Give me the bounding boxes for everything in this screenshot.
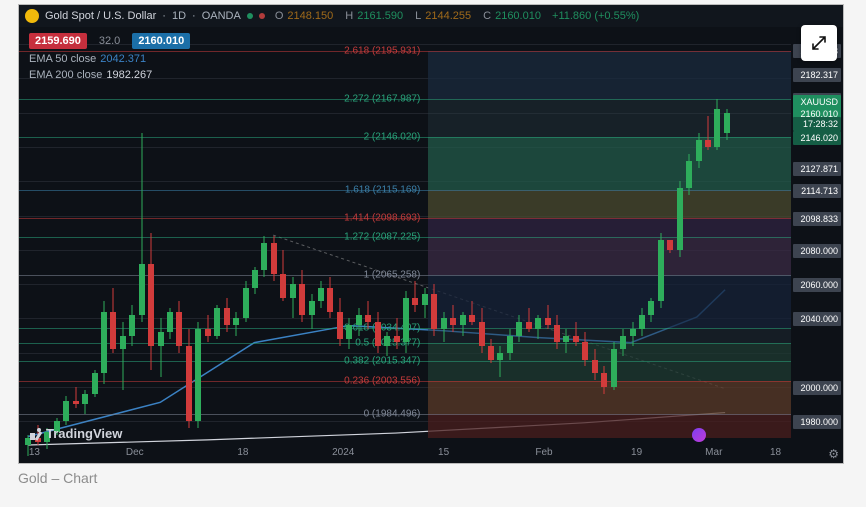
price-tag: 17:28:32 xyxy=(793,117,841,131)
fib-label: 2.618 (2195.931) xyxy=(344,46,424,57)
price-tag: 2040.000 xyxy=(793,312,841,326)
fib-zone xyxy=(428,343,791,360)
price-tag: 2080.000 xyxy=(793,244,841,258)
price-tag: 2182.317 xyxy=(793,68,841,82)
x-tick-label: 13 xyxy=(29,447,40,458)
symbol-tag: XAUUSD xyxy=(793,95,841,109)
price-tag: 2114.713 xyxy=(793,184,841,198)
tv-logo-icon xyxy=(29,427,43,441)
fib-zone xyxy=(428,275,791,328)
price-badges: 2159.690 32.0 2160.010 xyxy=(29,33,190,49)
dot-sep: · xyxy=(192,10,196,22)
fib-label: 1.272 (2087.225) xyxy=(344,232,424,243)
chart-plot[interactable]: 2.618 (2195.931) 2.272 (2167.987) 2 (2146.… xyxy=(19,27,791,445)
price-badge: 2159.690 xyxy=(29,33,87,49)
price-tag: 2060.000 xyxy=(793,278,841,292)
x-tick-label: 15 xyxy=(438,447,449,458)
fib-label: 1.414 (2098.693) xyxy=(344,212,424,223)
status-dot xyxy=(247,13,253,19)
dot-sep: · xyxy=(162,10,166,22)
indicator-legend[interactable]: EMA 200 close1982.267 xyxy=(29,69,152,81)
fib-label: 2.272 (2167.987) xyxy=(344,94,424,105)
fib-zone xyxy=(428,361,791,381)
price-badge: 32.0 xyxy=(93,33,126,49)
y-axis[interactable]: 2196.3832182.3172168.2522160.010XAUUSD17… xyxy=(791,27,843,445)
price-badge: 2160.010 xyxy=(132,33,190,49)
x-axis[interactable]: 13 Dec 18 2024 15 Feb 19 Mar 18 xyxy=(19,445,791,463)
x-tick-label: Feb xyxy=(535,447,552,458)
x-tick-label: Dec xyxy=(126,447,144,458)
image-caption: Gold – Chart xyxy=(18,470,866,486)
exchange-label: OANDA xyxy=(202,10,241,22)
price-tag: 2098.833 xyxy=(793,212,841,226)
chart-header: Gold Spot / U.S. Dollar · 1D · OANDA O21… xyxy=(19,5,843,27)
x-tick-label: 18 xyxy=(770,447,781,458)
fib-label: 1.618 (2115.169) xyxy=(345,184,424,195)
status-dot xyxy=(259,13,265,19)
fib-zone xyxy=(428,414,791,439)
fib-label: 0.382 (2015.347) xyxy=(344,355,424,366)
x-tick-label: 18 xyxy=(237,447,248,458)
fib-label: 1 (2065.258) xyxy=(364,270,425,281)
price-tag: 2127.871 xyxy=(793,162,841,176)
fib-label: 0.236 (2003.556) xyxy=(344,375,424,386)
price-tag: 1980.000 xyxy=(793,415,841,429)
fib-zone xyxy=(428,99,791,137)
fib-zone xyxy=(428,381,791,414)
symbol-title[interactable]: Gold Spot / U.S. Dollar xyxy=(45,10,156,22)
fib-zone xyxy=(428,190,791,218)
price-tag: 2146.020 xyxy=(793,131,841,145)
fib-zone xyxy=(428,51,791,99)
fib-zone xyxy=(428,218,791,238)
fib-zone xyxy=(428,237,791,275)
ohlc-readout: O2148.150H2161.590L2144.255C2160.010 +11… xyxy=(271,10,643,22)
expand-button[interactable] xyxy=(801,25,837,61)
expand-icon xyxy=(810,34,828,52)
x-tick-label: 19 xyxy=(631,447,642,458)
price-tag: 2000.000 xyxy=(793,381,841,395)
fib-label: 0 (1984.496) xyxy=(364,408,425,419)
fib-zone xyxy=(428,137,791,190)
interval-label[interactable]: 1D xyxy=(172,10,186,22)
fib-label: 2 (2146.020) xyxy=(364,131,425,142)
settings-icon[interactable]: ⚙ xyxy=(828,447,839,461)
chart-frame: USD Gold Spot / U.S. Dollar · 1D · OANDA… xyxy=(18,4,844,464)
x-tick-label: 2024 xyxy=(332,447,354,458)
indicator-legend[interactable]: EMA 50 close2042.371 xyxy=(29,53,146,65)
tradingview-logo: TradingView xyxy=(29,426,122,441)
gold-icon xyxy=(25,9,39,23)
event-marker-icon[interactable] xyxy=(692,428,706,442)
x-tick-label: Mar xyxy=(705,447,722,458)
